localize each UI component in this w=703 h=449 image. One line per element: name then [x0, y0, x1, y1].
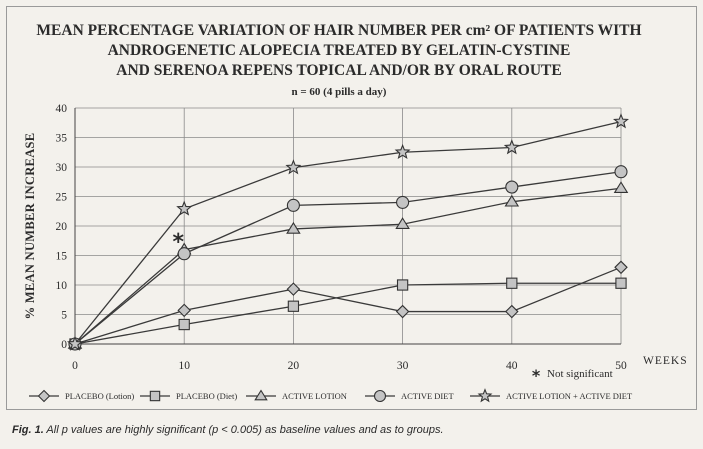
series-diamond — [68, 260, 628, 351]
triangle-marker — [286, 221, 301, 234]
circle-marker — [505, 180, 519, 194]
legend-label: ACTIVE DIET — [401, 391, 454, 401]
title-line-3: AND SERENOA REPENS TOPICAL AND/OR BY ORA… — [116, 62, 561, 79]
legend-item-star: ACTIVE LOTION + ACTIVE DIET — [470, 388, 633, 403]
series-circle — [68, 165, 628, 351]
diamond-marker — [614, 260, 628, 275]
diamond-marker — [505, 304, 519, 319]
series-line — [74, 120, 622, 345]
star-marker — [477, 388, 493, 403]
circle-marker — [177, 247, 191, 261]
chart-frame: MEAN PERCENTAGE VARIATION OF HAIR NUMBER… — [6, 6, 697, 410]
legend-label: ACTIVE LOTION — [282, 391, 347, 401]
y-tick-label: 15 — [56, 251, 68, 263]
x-tick-label: 10 — [178, 360, 190, 372]
note-text: Not significant — [547, 368, 613, 380]
axes: 0 5 10 15 20 25 30 35 40 0 10 20 30 40 50 % MEAN NUMBER… — [23, 103, 688, 372]
series-lines — [67, 113, 629, 351]
x-tick-label: 40 — [506, 360, 518, 372]
diamond-marker — [37, 389, 51, 403]
series-line — [74, 266, 622, 345]
triangle-marker — [395, 217, 410, 229]
star-marker — [613, 113, 629, 129]
y-tick-label: 10 — [56, 280, 68, 292]
circle-marker — [614, 165, 628, 179]
caption-text: All p values are highly significant (p <… — [43, 424, 444, 436]
legend-item-circle: ACTIVE DIET — [365, 389, 454, 403]
square-marker — [506, 277, 518, 289]
asterisk-marker: * — [172, 230, 184, 255]
series-line — [74, 171, 622, 345]
square-marker — [178, 318, 190, 331]
title-line-1: MEAN PERCENTAGE VARIATION OF HAIR NUMBER… — [36, 22, 641, 39]
circle-marker — [373, 389, 387, 403]
y-tick-label: 0 — [61, 339, 67, 351]
star-marker — [285, 159, 302, 175]
square-marker — [615, 277, 627, 289]
x-tick-label: 0 — [72, 360, 78, 372]
diamond-marker — [286, 282, 301, 296]
legend-item-diamond: PLACEBO (Lotion) — [29, 389, 134, 403]
caption-label: Fig. 1. — [12, 424, 44, 436]
figure-caption: Fig. 1. All p values are highly signific… — [12, 424, 444, 436]
title-line-2: ANDROGENETIC ALOPECIA TREATED BY GELATIN… — [108, 42, 571, 59]
star-marker — [394, 143, 411, 160]
diamond-marker — [177, 303, 191, 318]
chart-subtitle: n = 60 (4 pills a day) — [292, 86, 387, 98]
series-star — [67, 113, 629, 351]
triangle-marker — [613, 181, 629, 193]
annotations: * * Not significant — [172, 230, 612, 385]
legend-label: ACTIVE LOTION + ACTIVE DIET — [506, 391, 633, 401]
y-tick-label: 40 — [56, 103, 68, 115]
triangle-marker — [504, 194, 520, 207]
chart-svg: MEAN PERCENTAGE VARIATION OF HAIR NUMBER… — [23, 22, 688, 403]
series-triangle — [67, 181, 629, 349]
circle-marker — [286, 198, 300, 212]
legend-label: PLACEBO (Diet) — [176, 391, 237, 401]
square-marker — [287, 300, 300, 312]
circle-marker — [396, 195, 410, 209]
square-marker — [149, 390, 161, 402]
chart-title: MEAN PERCENTAGE VARIATION OF HAIR NUMBER… — [36, 22, 641, 98]
triangle-marker — [254, 389, 268, 401]
star-marker — [503, 139, 520, 155]
y-tick-label: 25 — [56, 192, 68, 204]
star-marker — [176, 200, 193, 216]
legend-item-square: PLACEBO (Diet) — [140, 390, 237, 402]
star-marker — [67, 335, 83, 351]
y-axis-label: % MEAN NUMBER INCREASE — [23, 133, 37, 320]
x-tick-label: 30 — [397, 360, 409, 372]
x-tick-label: 20 — [288, 360, 300, 372]
legend-item-triangle: ACTIVE LOTION — [246, 389, 347, 401]
y-tick-label: 5 — [61, 310, 67, 322]
series-square — [69, 277, 627, 350]
x-axis-label: WEEKS — [643, 355, 688, 367]
diamond-marker — [395, 304, 410, 319]
x-tick-label: 50 — [615, 360, 627, 372]
y-tick-label: 30 — [56, 162, 68, 174]
legend: PLACEBO (Lotion) PLACEBO (Diet) ACTIVE LOT… — [29, 388, 633, 403]
y-tick-label: 20 — [56, 221, 68, 233]
y-tick-label: 35 — [56, 133, 68, 145]
square-marker — [396, 279, 409, 291]
legend-label: PLACEBO (Lotion) — [65, 391, 134, 401]
note-asterisk: * — [532, 366, 541, 385]
series-line — [74, 187, 622, 345]
series-line — [74, 282, 621, 345]
